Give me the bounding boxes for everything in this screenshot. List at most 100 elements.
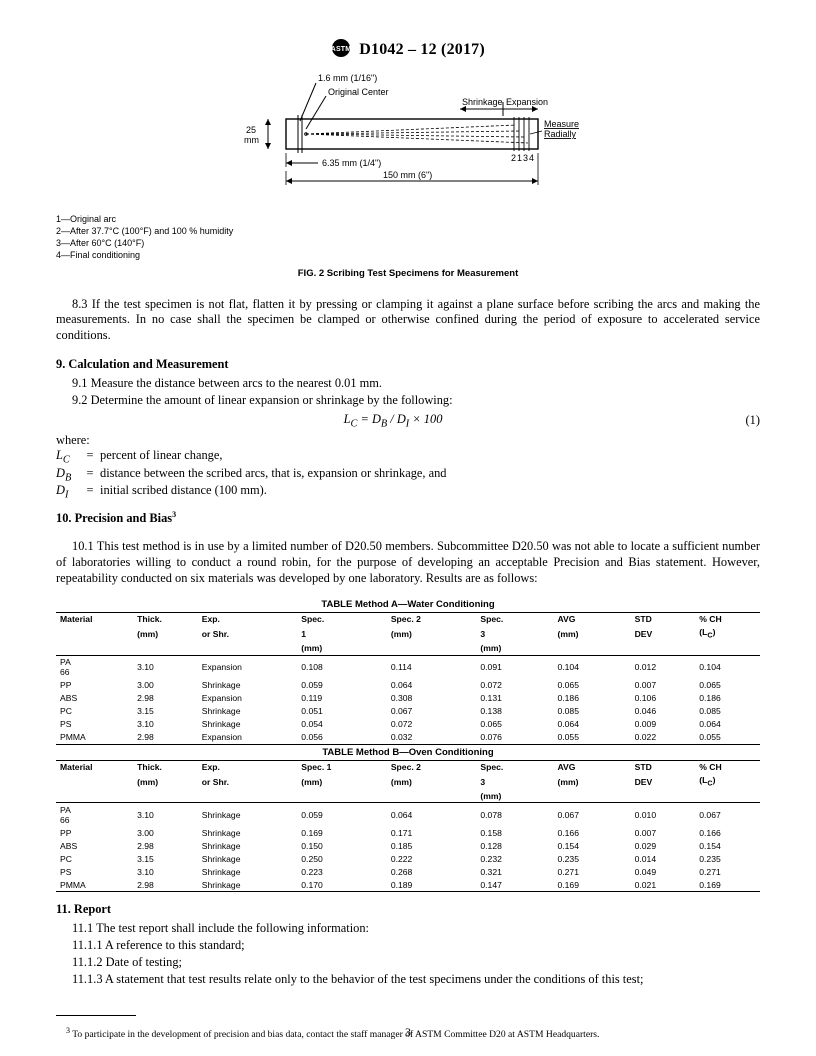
table-cell: 3.10: [133, 803, 198, 827]
table-cell: PS: [56, 718, 133, 731]
lbl-height-b: mm: [244, 135, 259, 145]
table-cell: Shrinkage: [198, 803, 298, 827]
table-header-cell: (mm): [387, 774, 477, 790]
para-9-1: 9.1 Measure the distance between arcs to…: [56, 376, 760, 391]
table-cell: 0.232: [476, 852, 553, 865]
table-header-cell: (mm): [133, 774, 198, 790]
table-cell: 0.169: [695, 878, 760, 892]
table-cell: Expansion: [198, 731, 298, 745]
table-header-cell: [133, 642, 198, 656]
table-cell: 0.169: [553, 878, 630, 892]
table-header-cell: [56, 626, 133, 642]
table-cell: Expansion: [198, 692, 298, 705]
table-cell: 3.15: [133, 852, 198, 865]
table-header-cell: [695, 642, 760, 656]
table-cell: Shrinkage: [198, 839, 298, 852]
table-row: PS3.10Shrinkage0.2230.2680.3210.2710.049…: [56, 865, 760, 878]
table-cell: 0.007: [631, 826, 696, 839]
table-header-cell: [56, 789, 133, 803]
table-cell: Shrinkage: [198, 718, 298, 731]
mark-1: 1: [517, 153, 522, 163]
table-header-cell: Material: [56, 612, 133, 626]
lbl-radially: Radially: [544, 129, 577, 139]
table-header-cell: [198, 642, 298, 656]
table-cell: 0.085: [553, 705, 630, 718]
table-cell: 0.189: [387, 878, 477, 892]
table-cell: 0.065: [695, 679, 760, 692]
lbl-measure: Measure: [544, 119, 579, 129]
lbl-gap: 6.35 mm (1/4"): [322, 158, 381, 168]
table-header-cell: (mm): [476, 642, 553, 656]
table-header-cell: Spec. 2: [387, 760, 477, 774]
lbl-original-center: Original Center: [328, 87, 389, 97]
table-header-cell: % CH: [695, 612, 760, 626]
table-header-cell: [695, 789, 760, 803]
table-cell: 0.166: [695, 826, 760, 839]
table-header-cell: STD: [631, 760, 696, 774]
table-cell: 0.049: [631, 865, 696, 878]
table-cell: Shrinkage: [198, 679, 298, 692]
doc-designation-header: ASTM D1042 – 12 (2017): [56, 38, 760, 63]
lbl-height-a: 25: [246, 125, 256, 135]
table-cell: 0.222: [387, 852, 477, 865]
para-11-1-3: 11.1.3 A statement that test results rel…: [56, 972, 760, 987]
where-row: DI=initial scribed distance (100 mm).: [56, 483, 450, 500]
table-row: PMMA2.98Shrinkage0.1700.1890.1470.1690.0…: [56, 878, 760, 892]
equation-number: (1): [730, 413, 760, 428]
table-cell: PA66: [56, 655, 133, 679]
table-header-cell: Spec.: [476, 760, 553, 774]
table-header-cell: [387, 642, 477, 656]
table-cell: 3.00: [133, 826, 198, 839]
table-header-cell: (mm): [297, 642, 387, 656]
legend-1: 1—Original arc: [56, 213, 760, 225]
table-cell: PP: [56, 826, 133, 839]
table-header-cell: Exp.: [198, 760, 298, 774]
table-cell: 0.009: [631, 718, 696, 731]
table-b-title: TABLE Method B—Oven Conditioning: [56, 747, 760, 758]
table-method-b: MaterialThick.Exp.Spec. 1Spec. 2Spec.AVG…: [56, 760, 760, 893]
table-cell: 0.166: [553, 826, 630, 839]
table-cell: PMMA: [56, 731, 133, 745]
doc-designation: D1042 – 12 (2017): [359, 41, 485, 58]
table-cell: 0.131: [476, 692, 553, 705]
table-cell: Shrinkage: [198, 705, 298, 718]
table-cell: 0.085: [695, 705, 760, 718]
lbl-expansion: Expansion: [506, 97, 548, 107]
table-cell: 0.065: [553, 679, 630, 692]
lbl-thickness: 1.6 mm (1/16"): [318, 73, 377, 83]
table-header-cell: DEV: [631, 774, 696, 790]
table-cell: 0.078: [476, 803, 553, 827]
table-row: PP3.00Shrinkage0.0590.0640.0720.0650.007…: [56, 679, 760, 692]
table-cell: 0.170: [297, 878, 387, 892]
table-header-cell: [56, 642, 133, 656]
table-cell: 0.064: [695, 718, 760, 731]
table-header-cell: or Shr.: [198, 774, 298, 790]
page-number: 3: [0, 1025, 816, 1040]
table-header-cell: Spec.: [297, 612, 387, 626]
figure-2-diagram: 1.6 mm (1/16") Original Center 25 mm: [228, 71, 588, 211]
table-row: PA663.10Shrinkage0.0590.0640.0780.0670.0…: [56, 803, 760, 827]
legend-2: 2—After 37.7°C (100°F) and 100 % humidit…: [56, 225, 760, 237]
table-cell: Shrinkage: [198, 865, 298, 878]
table-header-cell: [631, 789, 696, 803]
table-cell: 0.268: [387, 865, 477, 878]
where-label: where:: [56, 433, 760, 448]
table-cell: Expansion: [198, 655, 298, 679]
table-cell: 0.271: [553, 865, 630, 878]
table-cell: 0.065: [476, 718, 553, 731]
table-cell: 3.10: [133, 718, 198, 731]
table-cell: 0.091: [476, 655, 553, 679]
table-cell: PS: [56, 865, 133, 878]
table-cell: 0.064: [387, 679, 477, 692]
table-cell: 2.98: [133, 839, 198, 852]
table-row: PS3.10Shrinkage0.0540.0720.0650.0640.009…: [56, 718, 760, 731]
table-header-cell: (LC): [695, 626, 760, 642]
table-cell: 0.032: [387, 731, 477, 745]
table-cell: PMMA: [56, 878, 133, 892]
table-cell: 0.059: [297, 803, 387, 827]
table-cell: Shrinkage: [198, 878, 298, 892]
table-header-cell: [133, 789, 198, 803]
table-cell: 0.055: [553, 731, 630, 745]
table-cell: 0.150: [297, 839, 387, 852]
table-cell: 0.235: [553, 852, 630, 865]
